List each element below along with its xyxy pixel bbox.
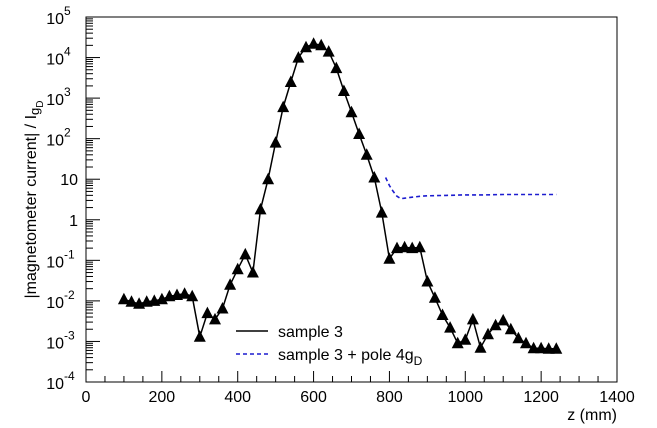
x-tick-label: 1400 xyxy=(599,389,635,406)
legend-label-sample-3: sample 3 xyxy=(278,324,343,341)
data-point-marker xyxy=(315,38,328,51)
data-point-marker xyxy=(474,341,487,353)
y-tick-exponent: 3 xyxy=(64,85,71,99)
data-point-marker xyxy=(444,321,457,333)
data-point-marker xyxy=(231,262,244,275)
data-point-marker xyxy=(368,171,381,183)
data-point-marker xyxy=(466,312,479,325)
x-tick-label: 200 xyxy=(149,389,176,406)
data-point-marker xyxy=(125,295,138,307)
y-tick-exponent: 5 xyxy=(64,4,71,18)
y-tick-label: 1 xyxy=(69,213,78,230)
data-point-marker xyxy=(178,287,191,299)
data-point-marker xyxy=(398,240,411,253)
data-point-marker xyxy=(117,292,130,305)
data-point-marker xyxy=(360,148,373,160)
x-tick-label: 600 xyxy=(300,389,327,406)
x-tick-label: 400 xyxy=(224,389,251,406)
data-point-marker xyxy=(239,247,252,260)
x-tick-label: 800 xyxy=(376,389,403,406)
data-point-marker xyxy=(497,313,510,326)
plot-frame xyxy=(85,16,618,383)
data-point-marker xyxy=(155,292,168,305)
data-point-marker xyxy=(209,312,221,325)
y-tick-label: 10 xyxy=(60,172,78,189)
data-point-marker xyxy=(451,336,464,349)
data-point-marker xyxy=(535,341,548,354)
y-tick-label: 10 xyxy=(46,295,64,312)
y-tick-label: 10 xyxy=(46,52,64,69)
series-line-1 xyxy=(384,177,557,200)
data-point-marker xyxy=(542,342,555,354)
data-point-marker xyxy=(550,342,563,354)
data-point-marker xyxy=(269,136,282,148)
data-point-marker xyxy=(330,61,343,74)
data-point-marker xyxy=(337,84,350,96)
legend-label-sample-3-pole-sub: D xyxy=(414,354,423,368)
data-point-marker xyxy=(193,330,206,342)
ticks-layer xyxy=(85,16,618,383)
y-axis-label-sub1: g xyxy=(27,108,42,115)
data-point-marker xyxy=(413,240,426,253)
data-point-marker xyxy=(292,51,305,63)
y-tick-exponent: 4 xyxy=(64,45,71,59)
y-tick-label: 10 xyxy=(46,11,64,28)
data-point-marker xyxy=(489,318,502,331)
y-tick-exponent: -3 xyxy=(64,328,75,342)
data-point-marker xyxy=(284,75,297,87)
x-tick-label: 1200 xyxy=(523,389,559,406)
y-axis-label-sub2: D xyxy=(35,101,46,108)
data-point-marker xyxy=(383,252,396,264)
data-point-marker xyxy=(246,266,259,278)
data-point-marker xyxy=(345,105,358,118)
legend-label-sample-3-pole-main: sample 3 + pole 4g xyxy=(278,347,414,364)
data-point-marker xyxy=(186,289,199,302)
y-tick-exponent: -4 xyxy=(64,369,75,383)
data-point-marker xyxy=(224,278,237,290)
series-line-0 xyxy=(123,42,557,350)
data-point-marker xyxy=(421,275,434,287)
data-point-marker xyxy=(353,127,366,139)
y-tick-label: 10 xyxy=(46,92,64,109)
data-point-marker xyxy=(436,308,449,320)
y-tick-label: 10 xyxy=(46,376,64,393)
y-tick-label: 10 xyxy=(46,254,64,271)
data-point-marker xyxy=(482,327,494,340)
data-point-marker xyxy=(300,40,312,53)
y-axis-label: |magnetometer current| / IgD xyxy=(23,101,46,299)
y-tick-exponent: 2 xyxy=(64,126,71,140)
y-tick-exponent: -2 xyxy=(64,288,75,302)
data-point-marker xyxy=(428,291,441,303)
x-axis-label: z (mm) xyxy=(567,407,617,424)
y-tick-label: 10 xyxy=(46,133,64,150)
data-point-marker xyxy=(201,306,214,319)
data-point-marker xyxy=(504,322,517,335)
data-point-marker xyxy=(262,172,275,185)
data-point-marker xyxy=(375,206,388,218)
series-layer xyxy=(117,37,563,354)
data-point-marker xyxy=(277,100,290,113)
legend-label-sample-3-pole: sample 3 + pole 4gD xyxy=(278,347,423,368)
data-point-marker xyxy=(254,202,267,215)
x-tick-label: 1000 xyxy=(447,389,483,406)
y-axis-label-main: |magnetometer current| / I xyxy=(23,115,40,299)
data-point-marker xyxy=(520,336,532,349)
y-tick-label: 10 xyxy=(46,335,64,352)
data-point-marker xyxy=(512,331,525,344)
x-tick-label: 0 xyxy=(82,389,91,406)
data-point-marker xyxy=(322,45,335,57)
data-point-marker xyxy=(459,333,472,345)
y-tick-exponent: -1 xyxy=(64,247,75,261)
legend: sample 3 sample 3 + pole 4gD xyxy=(236,324,423,368)
data-point-marker xyxy=(216,302,229,314)
data-point-marker xyxy=(307,37,320,49)
